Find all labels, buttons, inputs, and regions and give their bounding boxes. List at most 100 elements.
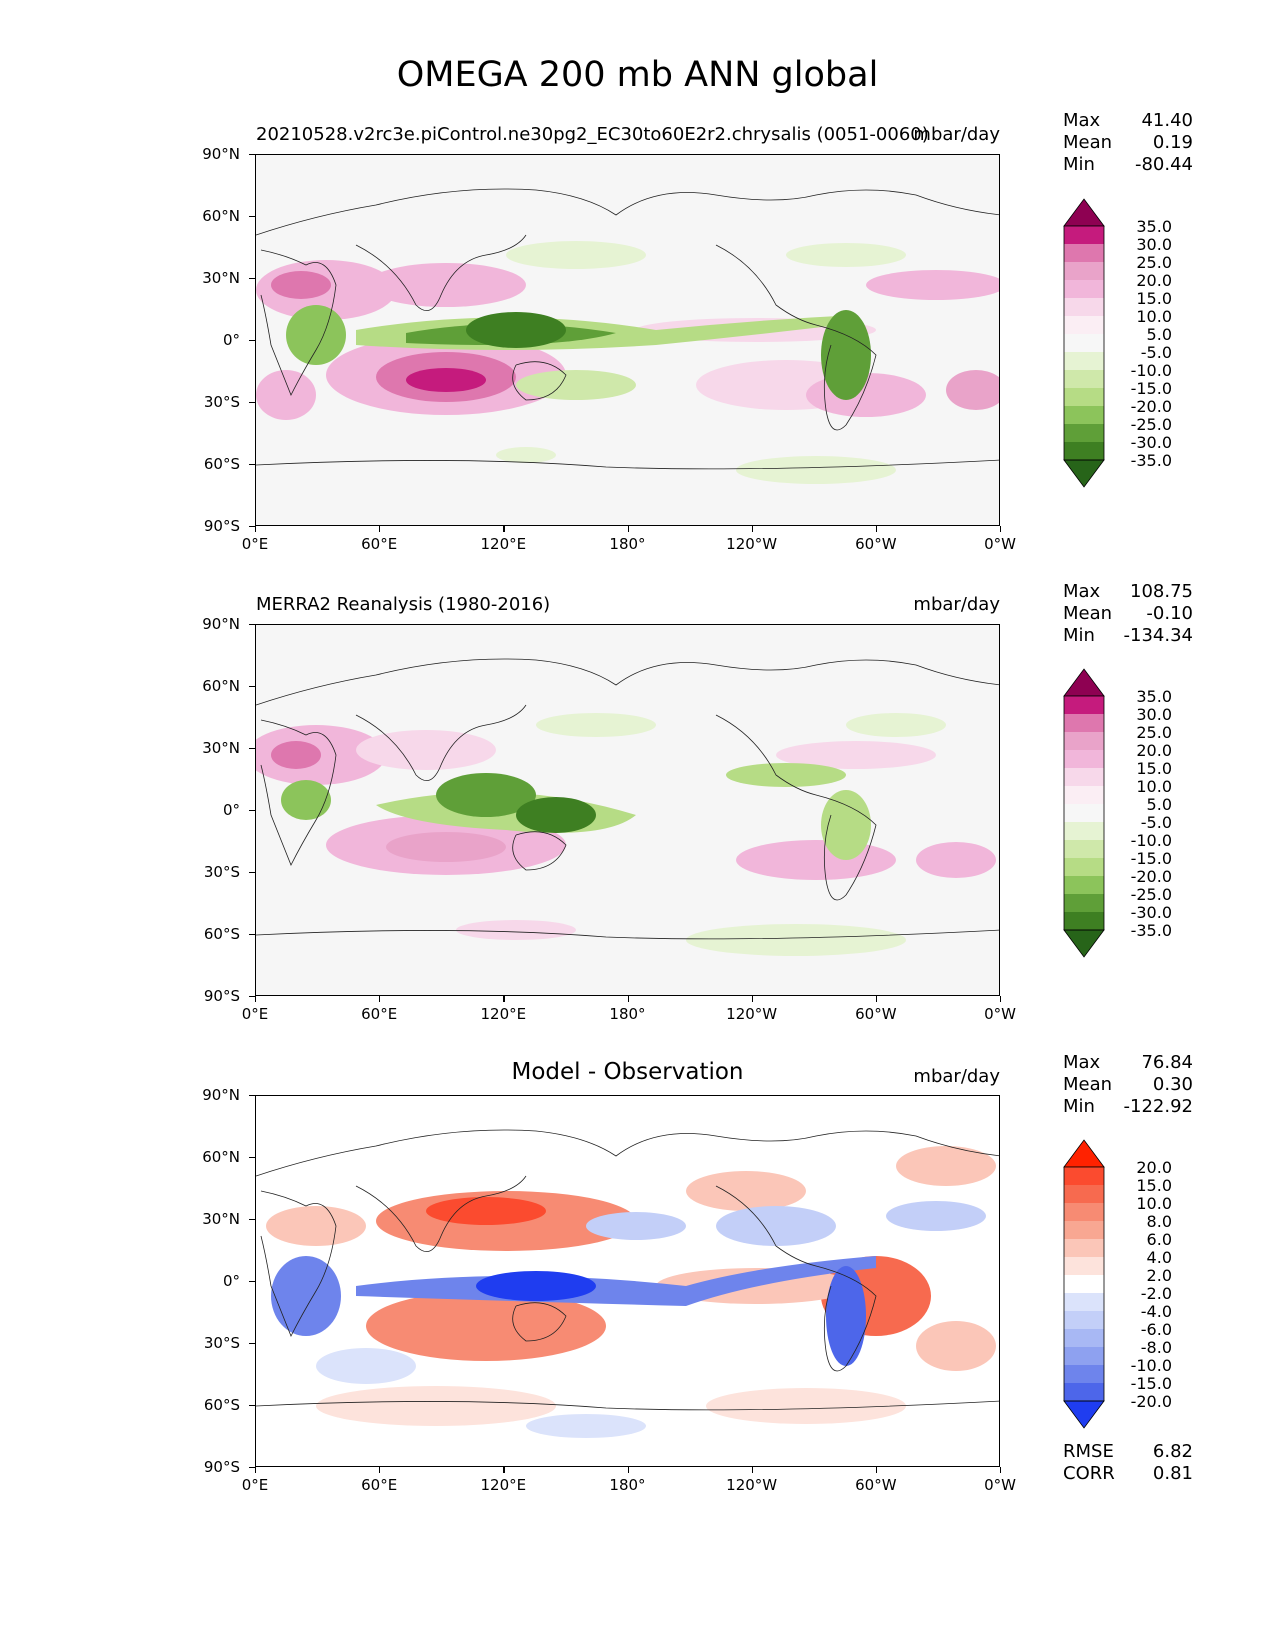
x-tick-mark bbox=[379, 1467, 381, 1473]
colorbar-label: -25.0 bbox=[1130, 415, 1172, 434]
max-value: 108.75 bbox=[1130, 581, 1193, 602]
x-tick-label: 0°W bbox=[984, 1476, 1016, 1494]
y-tick-label: 60°S bbox=[203, 455, 240, 473]
x-tick-mark bbox=[875, 996, 878, 1002]
colorbar bbox=[1063, 198, 1105, 488]
panel-units: mbar/day bbox=[913, 594, 1000, 615]
x-tick-label: 60°E bbox=[361, 535, 398, 553]
stats-block: Max 41.40 Mean 0.19 Min -80.44 bbox=[1063, 110, 1193, 176]
colorbar-bin bbox=[1064, 424, 1104, 443]
colorbar-bin bbox=[1064, 858, 1104, 877]
min-value: -122.92 bbox=[1123, 1096, 1193, 1117]
colorbar-bin bbox=[1064, 226, 1104, 245]
min-label: Min bbox=[1063, 154, 1095, 175]
x-tick-mark bbox=[751, 526, 753, 532]
colorbar-bin bbox=[1064, 262, 1104, 281]
colorbar-label: 10.0 bbox=[1136, 777, 1172, 796]
x-tick-mark bbox=[503, 1467, 505, 1473]
colorbar-bin bbox=[1064, 1221, 1104, 1240]
y-tick-mark bbox=[249, 686, 255, 688]
colorbar-bin bbox=[1064, 1185, 1104, 1204]
colorbar-bin bbox=[1064, 334, 1104, 353]
y-tick-mark bbox=[249, 402, 255, 404]
x-tick-label: 120°W bbox=[726, 1005, 778, 1023]
x-tick-mark bbox=[255, 1467, 257, 1473]
x-tick-label: 120°W bbox=[726, 1476, 778, 1494]
colorbar-extend-min bbox=[1063, 1400, 1105, 1429]
x-tick-mark bbox=[875, 526, 878, 532]
colorbar-label: 10.0 bbox=[1136, 307, 1172, 326]
colorbar-label: -8.0 bbox=[1140, 1338, 1172, 1357]
x-tick-label: 0°W bbox=[984, 1005, 1016, 1023]
colorbar-label: 15.0 bbox=[1136, 759, 1172, 778]
error-stats: RMSE 6.82 CORR 0.81 bbox=[1063, 1441, 1193, 1485]
figure-title: OMEGA 200 mb ANN global bbox=[396, 55, 879, 95]
colorbar-label: 6.0 bbox=[1146, 1230, 1172, 1249]
y-tick-mark bbox=[249, 1467, 255, 1469]
colorbar-bin bbox=[1064, 280, 1104, 299]
colorbar-label: -20.0 bbox=[1130, 397, 1172, 416]
colorbar-outline bbox=[1063, 225, 1105, 461]
min-label: Min bbox=[1063, 1096, 1095, 1117]
colorbar-label: 30.0 bbox=[1136, 235, 1172, 254]
colorbar-label: -15.0 bbox=[1130, 849, 1172, 868]
x-tick-label: 180° bbox=[609, 1005, 646, 1023]
y-tick-mark bbox=[249, 996, 255, 998]
colorbar-bin bbox=[1064, 1383, 1104, 1402]
y-tick-label: 30°N bbox=[202, 1210, 240, 1228]
map-field bbox=[256, 658, 999, 956]
colorbar-extend-min bbox=[1063, 459, 1105, 488]
x-tick-label: 180° bbox=[609, 1476, 646, 1494]
y-tick-mark bbox=[249, 340, 255, 342]
y-tick-label: 30°N bbox=[202, 739, 240, 757]
y-tick-mark bbox=[249, 154, 255, 156]
y-tick-label: 0° bbox=[222, 1272, 240, 1290]
colorbar-label: -20.0 bbox=[1130, 1392, 1172, 1411]
colorbar-bin bbox=[1064, 298, 1104, 317]
x-tick-mark bbox=[1000, 1467, 1002, 1473]
colorbar-extend-max bbox=[1063, 1139, 1105, 1168]
map-model bbox=[255, 154, 1000, 526]
colorbar-label: 25.0 bbox=[1136, 723, 1172, 742]
x-tick-mark bbox=[751, 996, 753, 1002]
x-tick-mark bbox=[379, 526, 381, 532]
y-tick-label: 30°N bbox=[202, 269, 240, 287]
y-tick-label: 30°S bbox=[203, 863, 240, 881]
colorbar-bin bbox=[1064, 388, 1104, 407]
colorbar-label: -35.0 bbox=[1130, 921, 1172, 940]
colorbar-label: 35.0 bbox=[1136, 687, 1172, 706]
colorbar-extend-max bbox=[1063, 198, 1105, 227]
y-tick-mark bbox=[249, 624, 255, 626]
colorbar-bin bbox=[1064, 750, 1104, 769]
x-tick-label: 120°E bbox=[480, 535, 527, 553]
max-value: 76.84 bbox=[1141, 1052, 1193, 1073]
colorbar-label: 20.0 bbox=[1136, 1158, 1172, 1177]
colorbar-bin bbox=[1064, 822, 1104, 841]
rmse-label: RMSE bbox=[1063, 1441, 1114, 1462]
x-tick-label: 60°W bbox=[855, 1476, 897, 1494]
mean-label: Mean bbox=[1063, 603, 1113, 624]
min-value: -80.44 bbox=[1134, 154, 1193, 175]
mean-value: 0.30 bbox=[1152, 1074, 1193, 1095]
y-tick-mark bbox=[249, 748, 255, 750]
map-obs bbox=[255, 624, 1000, 996]
colorbar-outline bbox=[1063, 695, 1105, 931]
y-tick-mark bbox=[249, 1281, 255, 1283]
colorbar-label: -30.0 bbox=[1130, 433, 1172, 452]
panel-title: Model - Observation bbox=[511, 1059, 744, 1085]
y-tick-mark bbox=[249, 1343, 255, 1345]
colorbar-bin bbox=[1064, 696, 1104, 715]
colorbar-label: -4.0 bbox=[1140, 1302, 1172, 1321]
y-tick-label: 60°N bbox=[202, 1148, 240, 1166]
x-tick-mark bbox=[627, 996, 629, 1002]
x-tick-label: 120°E bbox=[480, 1005, 527, 1023]
x-tick-label: 60°E bbox=[361, 1005, 398, 1023]
y-tick-label: 30°S bbox=[203, 393, 240, 411]
y-tick-mark bbox=[249, 526, 255, 528]
colorbar bbox=[1063, 1139, 1105, 1429]
y-tick-mark bbox=[249, 464, 255, 466]
x-tick-mark bbox=[627, 1467, 629, 1473]
y-tick-label: 0° bbox=[222, 801, 240, 819]
colorbar-extend-max bbox=[1063, 668, 1105, 697]
colorbar-label: -10.0 bbox=[1130, 1356, 1172, 1375]
